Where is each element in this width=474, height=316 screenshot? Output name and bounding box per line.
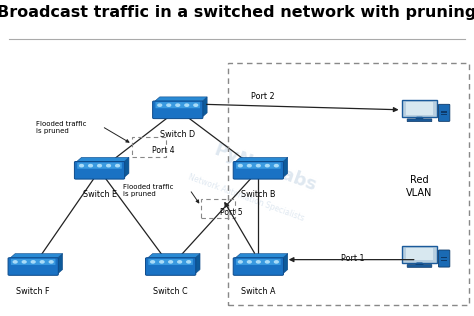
Text: Port 2: Port 2 <box>251 92 275 100</box>
Circle shape <box>265 261 269 263</box>
Text: PyNetLabs: PyNetLabs <box>211 141 319 194</box>
Text: Switch B: Switch B <box>241 190 275 199</box>
Circle shape <box>256 261 260 263</box>
Polygon shape <box>282 254 288 275</box>
FancyBboxPatch shape <box>155 102 200 108</box>
FancyBboxPatch shape <box>236 163 281 169</box>
Polygon shape <box>282 157 288 178</box>
Circle shape <box>187 261 191 263</box>
Text: Port 1: Port 1 <box>341 254 365 263</box>
Bar <box>201 199 235 218</box>
FancyBboxPatch shape <box>77 163 122 169</box>
Circle shape <box>107 165 110 167</box>
Text: Switch C: Switch C <box>153 287 188 295</box>
Circle shape <box>151 261 155 263</box>
Text: Switch E: Switch E <box>82 190 117 199</box>
Circle shape <box>178 261 182 263</box>
Text: Network Automation Specialists: Network Automation Specialists <box>187 173 306 223</box>
FancyBboxPatch shape <box>406 102 433 115</box>
Text: Switch F: Switch F <box>17 287 50 295</box>
Polygon shape <box>9 254 63 258</box>
Polygon shape <box>57 254 63 275</box>
FancyBboxPatch shape <box>11 259 55 265</box>
Circle shape <box>247 261 251 263</box>
Circle shape <box>274 165 278 167</box>
FancyBboxPatch shape <box>148 259 193 265</box>
FancyBboxPatch shape <box>407 119 432 122</box>
FancyBboxPatch shape <box>233 161 283 179</box>
Circle shape <box>169 261 173 263</box>
FancyBboxPatch shape <box>74 161 125 179</box>
Circle shape <box>13 261 17 263</box>
Circle shape <box>176 104 180 106</box>
FancyBboxPatch shape <box>438 104 450 121</box>
FancyBboxPatch shape <box>402 246 437 263</box>
FancyBboxPatch shape <box>8 258 58 275</box>
Bar <box>132 137 166 156</box>
Text: Red
VLAN: Red VLAN <box>406 175 433 198</box>
Circle shape <box>98 165 101 167</box>
Circle shape <box>31 261 35 263</box>
Circle shape <box>238 261 242 263</box>
Circle shape <box>167 104 171 106</box>
Polygon shape <box>235 157 288 162</box>
Circle shape <box>194 104 198 106</box>
Text: Flooded traffic
is pruned: Flooded traffic is pruned <box>36 121 86 134</box>
Circle shape <box>247 165 251 167</box>
FancyBboxPatch shape <box>441 257 447 258</box>
Text: Switch A: Switch A <box>241 287 275 295</box>
FancyBboxPatch shape <box>438 250 450 267</box>
Polygon shape <box>147 254 200 258</box>
Polygon shape <box>154 97 207 102</box>
Circle shape <box>116 165 119 167</box>
Text: Switch D: Switch D <box>160 130 195 139</box>
Text: Flooded traffic
is pruned: Flooded traffic is pruned <box>123 185 174 198</box>
Text: Port 5: Port 5 <box>220 208 243 217</box>
Circle shape <box>265 165 269 167</box>
FancyBboxPatch shape <box>233 258 283 275</box>
Circle shape <box>80 165 83 167</box>
Bar <box>228 63 469 305</box>
Circle shape <box>238 165 242 167</box>
Polygon shape <box>415 117 424 119</box>
Circle shape <box>49 261 53 263</box>
Circle shape <box>40 261 44 263</box>
Circle shape <box>89 165 92 167</box>
FancyBboxPatch shape <box>402 100 437 117</box>
Polygon shape <box>235 254 288 258</box>
Circle shape <box>185 104 189 106</box>
Text: Port 4: Port 4 <box>152 146 174 155</box>
FancyBboxPatch shape <box>406 248 433 260</box>
Circle shape <box>158 104 162 106</box>
Polygon shape <box>123 157 129 178</box>
FancyBboxPatch shape <box>441 111 447 112</box>
FancyBboxPatch shape <box>236 259 281 265</box>
FancyBboxPatch shape <box>441 260 447 261</box>
Circle shape <box>22 261 26 263</box>
Polygon shape <box>76 157 129 162</box>
Text: Broadcast traffic in a switched network with pruning: Broadcast traffic in a switched network … <box>0 5 474 20</box>
FancyBboxPatch shape <box>407 264 432 267</box>
FancyBboxPatch shape <box>153 101 203 118</box>
Polygon shape <box>415 262 424 265</box>
Circle shape <box>160 261 164 263</box>
Circle shape <box>256 165 260 167</box>
Circle shape <box>274 261 278 263</box>
FancyBboxPatch shape <box>146 258 196 275</box>
FancyBboxPatch shape <box>441 114 447 115</box>
Polygon shape <box>194 254 200 275</box>
Polygon shape <box>201 97 207 118</box>
